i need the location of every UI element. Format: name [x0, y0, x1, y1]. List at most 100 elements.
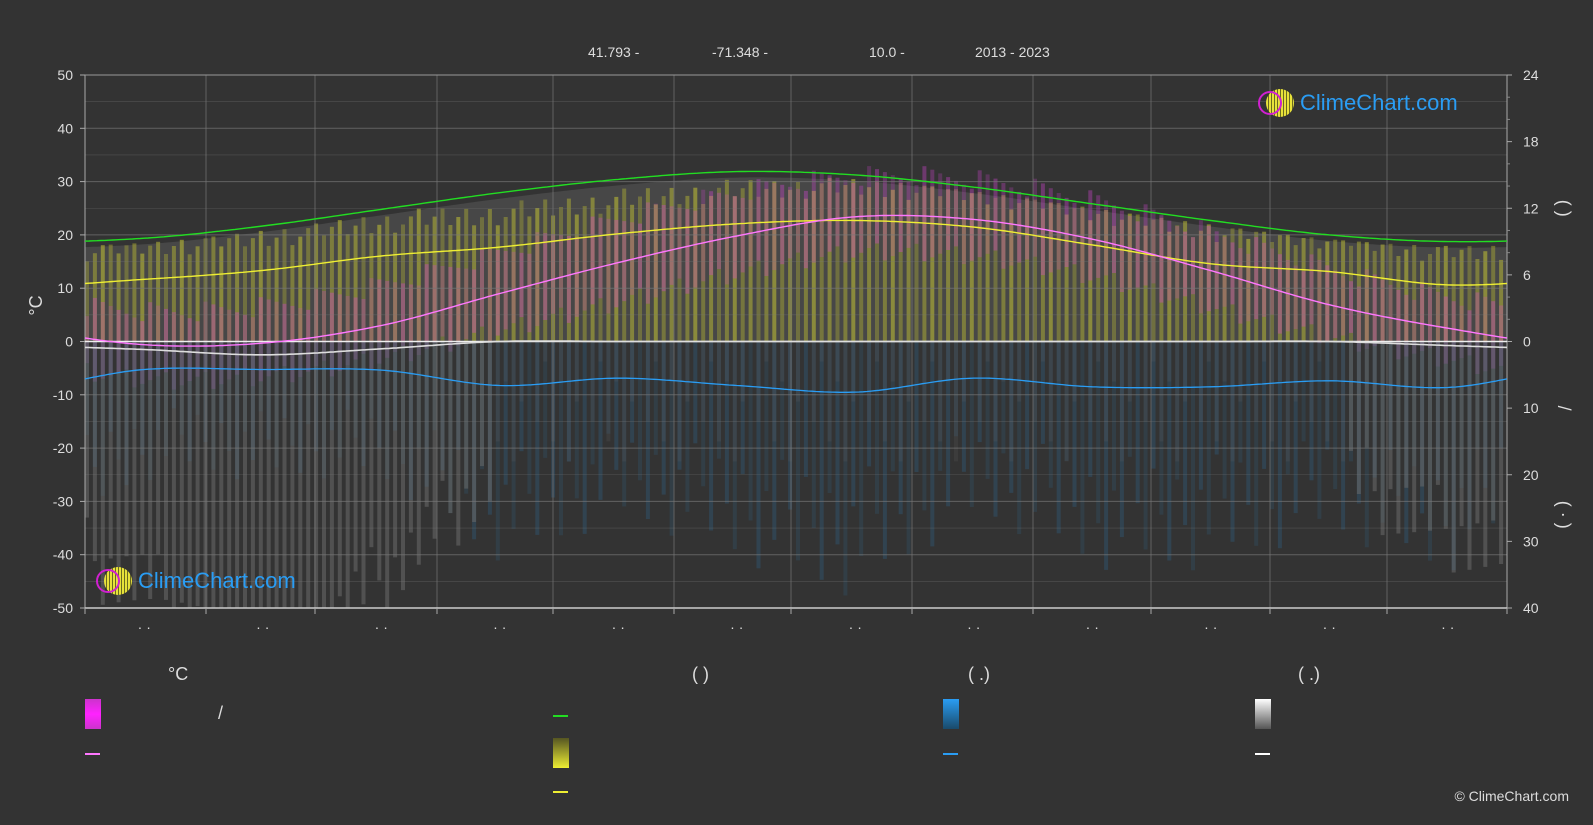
snow-bar: [179, 341, 184, 603]
snow-bar: [92, 341, 97, 562]
snow-bar: [1451, 341, 1456, 573]
temp-range-bar: [361, 299, 366, 354]
sunshine-bar: [432, 216, 437, 342]
rain-bar: [543, 341, 548, 458]
snow-bar: [385, 341, 390, 608]
y-left-axis-label: °C: [26, 295, 46, 315]
temp-range-bar: [811, 170, 816, 263]
rain-bar: [1104, 341, 1109, 570]
snow-bar: [1277, 341, 1282, 382]
rain-bar: [717, 341, 721, 459]
temp-range-bar: [1420, 282, 1425, 351]
rain-bar: [1033, 341, 1037, 512]
temp-range-bar: [803, 190, 808, 269]
temp-range-bar: [1341, 275, 1346, 336]
snow-bar: [314, 341, 319, 608]
temp-range-bar: [859, 185, 864, 253]
snow-bar: [124, 341, 129, 557]
snow-bar: [614, 341, 619, 382]
logo-top-right[interactable]: ClimeChart.com: [1258, 89, 1458, 117]
temp-range-bar: [645, 202, 650, 304]
x-tick-label: · ·: [730, 619, 743, 635]
temp-range-bar: [1262, 242, 1267, 317]
temp-range-bar: [432, 265, 437, 343]
rain-bar: [1009, 341, 1014, 493]
rain-bar: [535, 341, 540, 535]
sunshine-bar: [954, 189, 958, 342]
sunshine-bar: [1167, 231, 1172, 342]
temp-range-bar: [353, 297, 358, 360]
rain-line: [84, 367, 1508, 393]
temp-range-bar: [1112, 205, 1116, 273]
temp-range-bar: [756, 179, 761, 261]
snow-bar: [1325, 341, 1330, 442]
snow-bar: [227, 341, 232, 608]
snow-bar: [985, 341, 990, 362]
snow-bar: [1064, 341, 1069, 462]
x-tick-label: · ·: [1204, 619, 1217, 635]
rain-bar: [1341, 341, 1346, 530]
rain-bar: [1317, 341, 1322, 519]
rain-bar: [1119, 341, 1124, 538]
logo-bottom-left[interactable]: ClimeChart.com: [96, 567, 296, 595]
rain-bar: [1230, 341, 1235, 542]
snow-bar: [472, 341, 477, 522]
sunshine-bar: [1017, 203, 1022, 342]
legend-temperature-header: °C: [168, 664, 189, 684]
sunshine-bar: [416, 208, 421, 342]
rain-bar: [922, 341, 927, 511]
sunshine-bar: [1238, 228, 1243, 342]
snow-bar: [1254, 341, 1259, 422]
sunshine-bar: [1420, 260, 1425, 342]
sunshine-bar: [448, 225, 453, 342]
temp-range-bar: [954, 180, 958, 247]
sunshine-bar: [835, 192, 840, 342]
sunshine-bar: [993, 197, 998, 342]
snow-bar: [329, 341, 334, 608]
sunshine-bar: [756, 196, 761, 342]
sunshine-bar: [472, 225, 477, 342]
x-tick-label: · ·: [256, 619, 269, 635]
snow-bar: [361, 341, 366, 605]
temp-range-bar: [638, 223, 642, 289]
sunshine-bar: [1475, 259, 1480, 342]
snow-bar: [661, 341, 666, 442]
rain-bar: [1025, 341, 1030, 470]
rain-bar: [811, 341, 816, 528]
rain-bar: [946, 341, 951, 507]
sunshine-bar: [266, 245, 271, 342]
snow-bar: [408, 341, 413, 533]
sunshine-bar: [132, 243, 137, 342]
sunshine-bar: [606, 205, 611, 342]
snow-bar: [1435, 341, 1440, 485]
rain-bar: [511, 341, 516, 529]
sunshine-bar: [1333, 239, 1338, 342]
rain-bar: [1277, 341, 1282, 549]
sunshine-bar: [1309, 237, 1314, 342]
rain-bar: [1143, 341, 1148, 550]
sunshine-bar: [1230, 228, 1235, 342]
sunshine-bar: [1088, 220, 1093, 342]
snow-bar: [653, 341, 658, 362]
snow-bar: [480, 341, 484, 467]
rain-bar: [1238, 341, 1243, 463]
rain-bar: [732, 341, 737, 550]
rain-bar: [693, 341, 698, 444]
temp-range-bar: [1072, 202, 1077, 265]
temp-range-bar: [827, 175, 832, 252]
sunshine-bar: [906, 199, 911, 342]
snow-bar: [1404, 341, 1409, 488]
rain-bar: [685, 341, 690, 512]
sunshine-bar: [645, 188, 650, 342]
temp-range-bar: [1104, 200, 1109, 276]
snow-bar: [1380, 341, 1385, 536]
sunshine-bar: [1341, 240, 1346, 342]
temp-range-bar: [1443, 296, 1448, 364]
temp-range-bar: [1388, 284, 1393, 341]
sunshine-bar: [424, 224, 429, 342]
snow-bar: [290, 341, 295, 608]
rain-bar: [748, 341, 753, 521]
temp-range-bar: [780, 184, 785, 265]
rain-bar: [851, 341, 856, 507]
temp-range-bar: [1214, 231, 1219, 309]
